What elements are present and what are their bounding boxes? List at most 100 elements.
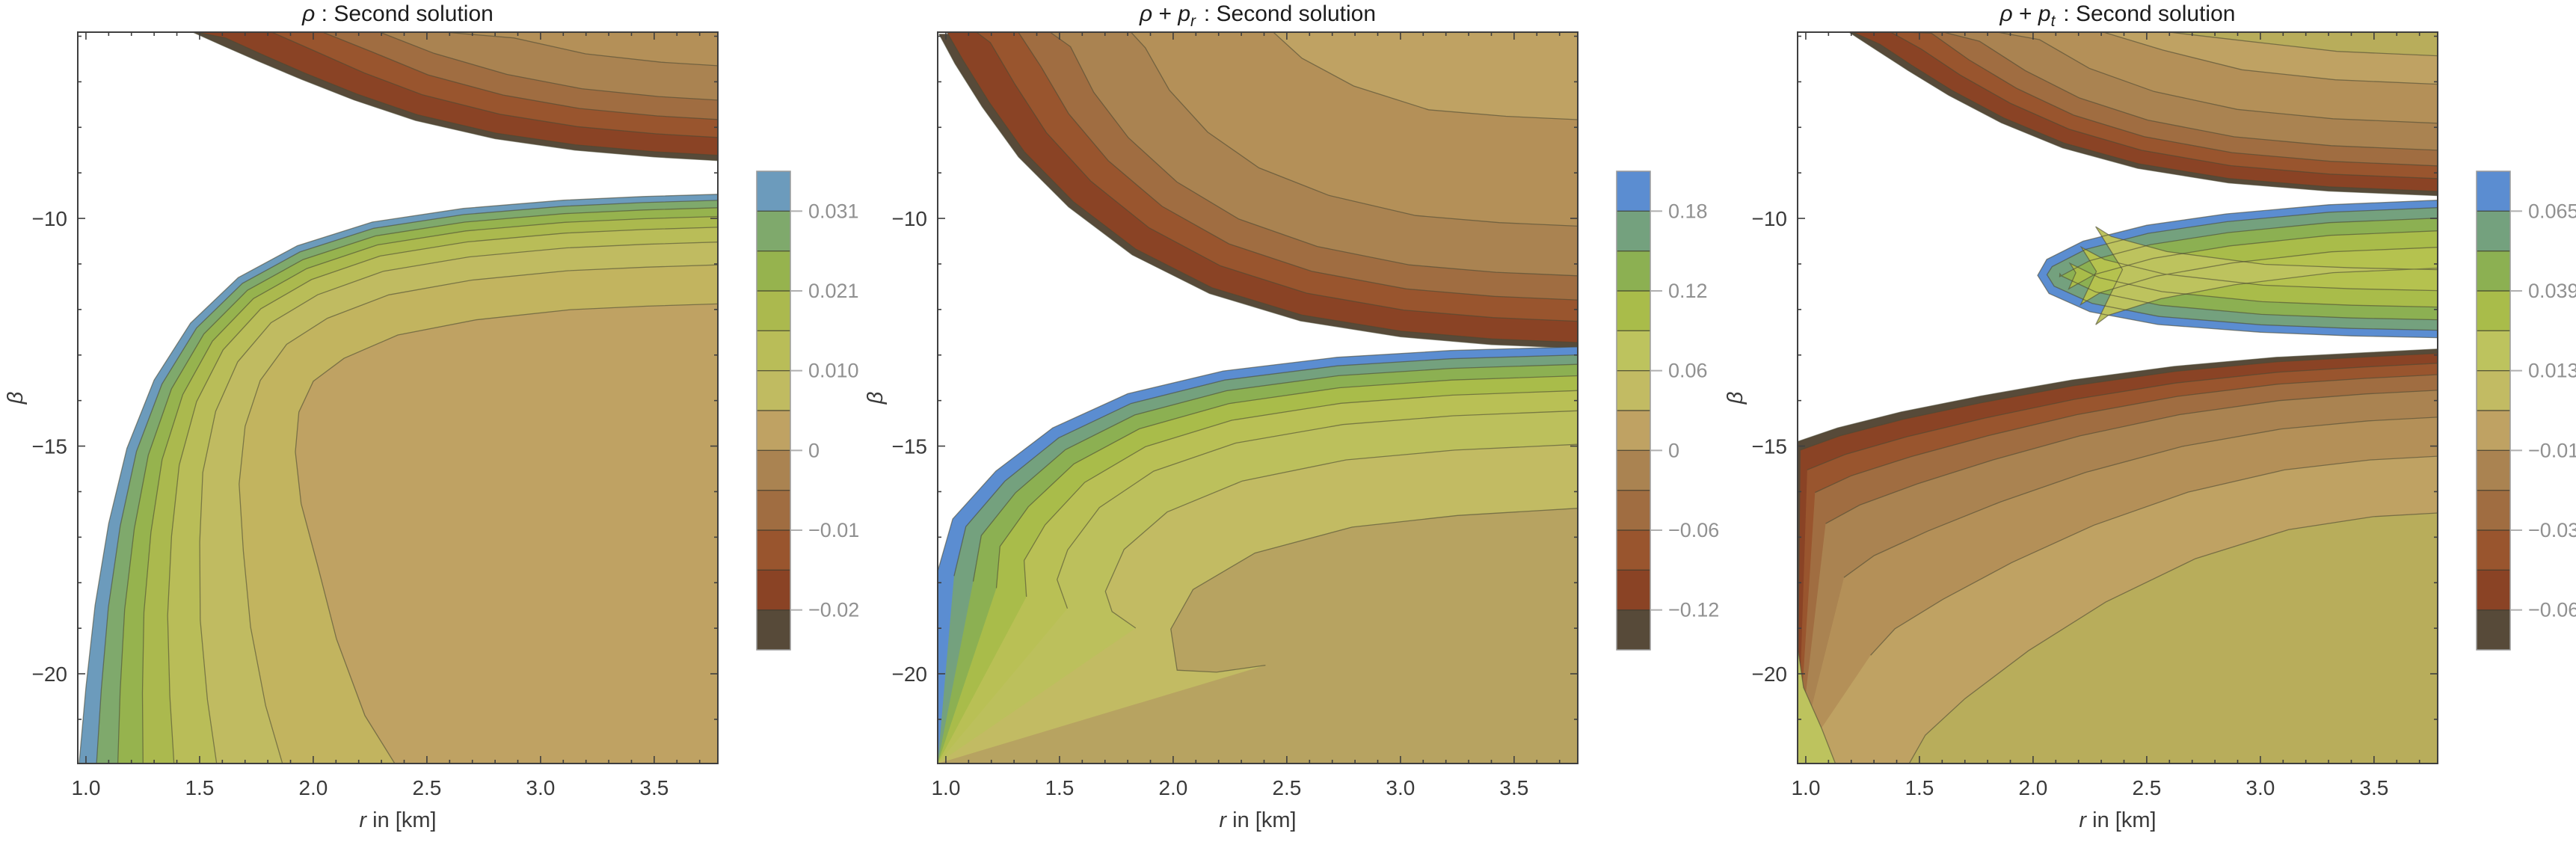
- plot-frame: [1797, 31, 2438, 764]
- upper-negative-lobe-contour-line: [235, 32, 718, 101]
- lower-positive-lobe-contour-line: [141, 215, 718, 763]
- plot-title: ρ : Second solution: [301, 1, 494, 26]
- lower-positive-lobe-contour-line: [1023, 390, 1578, 597]
- legend: 0.065 0.039 0.013 −0.013 −0.039 −0.065: [2476, 170, 2576, 651]
- central-positive-tongue-contour-line: [2059, 218, 2438, 321]
- upper-negative-lobe-contour-line: [946, 32, 1578, 343]
- x-tick-label: 3.0: [526, 776, 555, 799]
- y-tick-label: −10: [892, 207, 928, 230]
- panel-rho: 1.0 1.5 2.0 2.5 3.0 3.5 −10 −15 −20 r in [km] β ρ :…: [0, 0, 882, 848]
- legend-tick-label: 0.0212: [808, 280, 858, 302]
- y-tick-label: −15: [1752, 435, 1788, 458]
- y-axis-label: β: [864, 392, 888, 405]
- legend-bar-border: [1616, 170, 1651, 651]
- lower-positive-lobe-band-7: [938, 508, 1578, 763]
- legend-swatch: [2477, 490, 2510, 531]
- lower-negative-lobe-band-7: [1798, 513, 2438, 763]
- x-tick-label: 3.5: [2359, 776, 2388, 799]
- legend-swatch: [1617, 211, 1650, 252]
- legend-swatch: [757, 450, 790, 491]
- central-positive-tongue-contour-line: [2037, 200, 2438, 339]
- y-tick-label: −20: [892, 663, 928, 686]
- legend-swatch: [1617, 609, 1650, 651]
- x-tick-label: 1.0: [1791, 776, 1820, 799]
- legend-swatch: [2477, 171, 2510, 212]
- central-positive-tongue-contour-line: [2046, 207, 2438, 331]
- central-positive-tongue-band-5: [2095, 227, 2438, 325]
- upper-negative-lobe-contour-line: [258, 32, 718, 67]
- panel-rho-plus-pt: 1.0 1.5 2.0 2.5 3.0 3.5 −10 −15 −20 r in [km] β ρ +…: [1720, 0, 2576, 848]
- contour-regions: [79, 32, 718, 763]
- lower-negative-lobe-contour-line: [1843, 417, 2438, 578]
- lower-positive-lobe-contour-line: [1057, 410, 1578, 609]
- y-tick-label: −20: [32, 663, 68, 686]
- lower-positive-lobe-contour-line: [953, 354, 1578, 577]
- x-tick-label: 1.5: [1045, 776, 1074, 799]
- upper-negative-lobe-contour-line: [976, 32, 1578, 322]
- legend-swatch: [1617, 171, 1650, 212]
- central-positive-tongue-contour-line: [2068, 230, 2438, 308]
- x-tick-label: 2.5: [1272, 776, 1301, 799]
- x-tick-label: 3.0: [1386, 776, 1415, 799]
- axis-ticks: [938, 32, 1578, 763]
- upper-negative-lobe-contour-line: [1006, 32, 1578, 301]
- x-tick-label: 1.0: [71, 776, 100, 799]
- legend-swatch: [1617, 490, 1650, 531]
- lower-negative-lobe-contour-line: [1870, 455, 2438, 656]
- legend-swatch: [2477, 291, 2510, 331]
- x-tick-label: 1.0: [931, 776, 960, 799]
- legend-tick-label: −0.06: [1668, 519, 1718, 541]
- y-tick-label: −15: [892, 435, 928, 458]
- legend-swatch: [1617, 411, 1650, 451]
- x-tick-label: 3.5: [1499, 776, 1528, 799]
- lower-negative-lobe-contour-line: [1815, 374, 2438, 494]
- legend-bar-border: [756, 170, 791, 651]
- axis-ticks: [1798, 32, 2438, 763]
- x-tick-label: 3.0: [2245, 776, 2275, 799]
- lower-positive-lobe-contour-line: [938, 346, 1578, 572]
- legend: 0.0318 0.0212 0.0106 0 −0.0106 −0.0212: [756, 170, 882, 651]
- legend-tick-label: 0.013: [2528, 360, 2576, 382]
- lower-positive-lobe-contour-line: [972, 363, 1578, 582]
- y-axis-label: β: [1724, 392, 1747, 405]
- legend-swatch: [757, 570, 790, 611]
- legend-tick-label: 0.065: [2528, 200, 2576, 222]
- legend-swatch: [1617, 291, 1650, 331]
- x-tick-label: 2.5: [2132, 776, 2161, 799]
- legend-swatch: [757, 609, 790, 651]
- contour-plot-svg: 1.0 1.5 2.0 2.5 3.0 3.5 −10 −15 −20 r in [km] β ρ +…: [864, 1, 1719, 832]
- legend-tick-label: 0.0318: [808, 200, 858, 222]
- legend-tick-label: −0.065: [2528, 599, 2576, 621]
- legend-tick-label: 0.06: [1668, 360, 1708, 382]
- y-tick-label: −15: [32, 435, 68, 458]
- plot-title: ρ + pt : Second solution: [1999, 1, 2236, 30]
- legend-swatch: [2477, 370, 2510, 411]
- x-axis-label: r in [km]: [2079, 808, 2156, 832]
- x-tick-label: 2.0: [2018, 776, 2047, 799]
- lower-negative-lobe-contour-line: [1807, 363, 2438, 470]
- upper-negative-lobe-contour-line: [221, 32, 718, 120]
- legend-tick-label: −0.0212: [808, 599, 858, 621]
- upper-negative-lobe-contour-line: [1951, 32, 2438, 85]
- upper-negative-lobe-contour-line: [209, 32, 718, 138]
- legend-swatch: [757, 331, 790, 372]
- lower-positive-lobe-contour-line: [995, 375, 1578, 589]
- upper-negative-lobe-band-5: [258, 32, 718, 66]
- lower-positive-lobe-contour-line: [239, 264, 718, 763]
- legend-swatch: [757, 411, 790, 451]
- legend-swatch: [1617, 331, 1650, 372]
- upper-negative-lobe-contour-line: [1109, 32, 1578, 227]
- legend-swatch: [2477, 211, 2510, 252]
- lower-negative-lobe-contour-line: [1908, 512, 2438, 763]
- legend-swatch: [2477, 570, 2510, 611]
- central-positive-tongue-contour-line: [2079, 245, 2438, 306]
- plot-title: ρ + pr : Second solution: [1139, 1, 1376, 30]
- legend-swatch: [1617, 370, 1650, 411]
- x-tick-label: 2.5: [412, 776, 441, 799]
- legend-swatch: [2477, 251, 2510, 292]
- x-tick-label: 2.0: [1158, 776, 1187, 799]
- x-axis-label: r in [km]: [359, 808, 436, 832]
- legend-swatch: [2477, 331, 2510, 372]
- contour-regions: [1798, 32, 2438, 763]
- legend-tick-label: −0.039: [2528, 519, 2576, 541]
